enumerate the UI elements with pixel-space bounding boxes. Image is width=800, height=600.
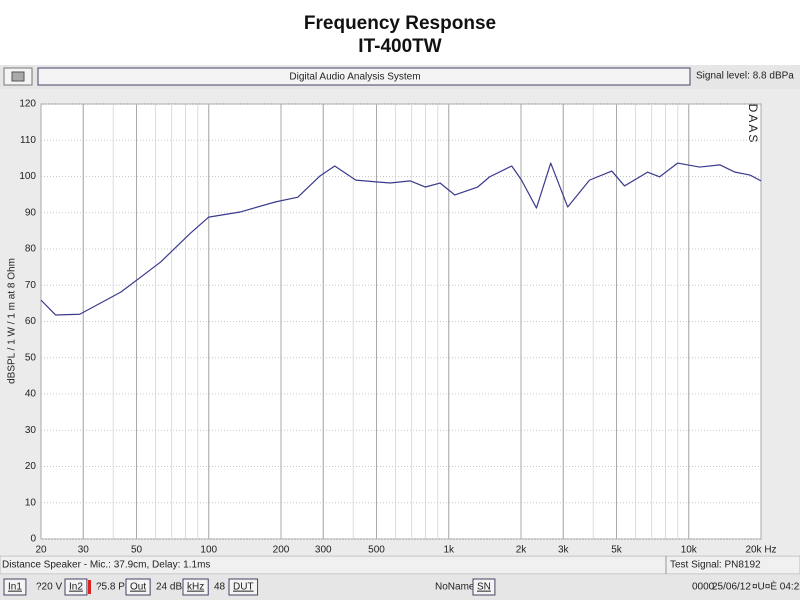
- y-tick-label: 70: [25, 280, 37, 291]
- x-tick-label: 50: [131, 545, 143, 556]
- toolbar-title-box: [37, 67, 691, 86]
- status-text: 24 dB: [156, 582, 182, 593]
- print-icon: [11, 71, 25, 82]
- x-tick-label: 300: [315, 545, 332, 556]
- y-tick-label: 30: [25, 425, 37, 436]
- status-text: 0000: [692, 582, 715, 593]
- distance-info: Distance Speaker - Mic.: 37.9cm, Delay: …: [2, 560, 210, 571]
- x-tick-label: 20k Hz: [745, 545, 776, 556]
- y-tick-label: 90: [25, 207, 37, 218]
- status-button-label: DUT: [233, 582, 254, 593]
- x-tick-label: 10k: [681, 545, 698, 556]
- y-tick-label: 40: [25, 389, 37, 400]
- y-tick-label: 0: [30, 534, 36, 545]
- x-tick-label: 1k: [443, 545, 455, 556]
- status-button[interactable]: [228, 578, 259, 596]
- series-line: [40, 162, 762, 316]
- x-tick-label: 200: [273, 545, 290, 556]
- status-button-label: In1: [8, 582, 22, 593]
- y-tick-label: 60: [25, 316, 37, 327]
- y-tick-label: 100: [19, 171, 36, 182]
- x-tick-label: 20: [35, 545, 47, 556]
- status-button-label: kHz: [187, 582, 204, 593]
- status-button[interactable]: [64, 578, 88, 596]
- status-button[interactable]: [3, 578, 27, 596]
- status-text: 48: [214, 582, 226, 593]
- watermark: DAAS: [746, 104, 760, 145]
- signal-level: Signal level: 8.8 dBPa: [696, 71, 794, 82]
- status-button-label: SN: [477, 582, 491, 593]
- y-tick-label: 80: [25, 244, 37, 255]
- status-button[interactable]: [472, 578, 496, 596]
- toolbar-title: Digital Audio Analysis System: [289, 72, 420, 83]
- level-indicator: [88, 580, 91, 594]
- info-bar: [0, 555, 800, 575]
- status-text: ¤U¤È 04:22: [752, 580, 800, 593]
- y-tick-label: 10: [25, 497, 37, 508]
- status-text: 25/06/12: [712, 582, 751, 593]
- y-tick-label: 20: [25, 461, 37, 472]
- y-tick-label: 50: [25, 352, 37, 363]
- y-tick-label: 110: [20, 135, 36, 146]
- status-button-label: In2: [69, 582, 83, 593]
- status-text: ?5.8 Pa: [96, 582, 131, 593]
- x-tick-label: 30: [78, 545, 90, 556]
- test-signal: Test Signal: PN8192: [670, 560, 761, 571]
- status-button-label: Out: [130, 582, 146, 593]
- x-tick-label: 500: [368, 545, 385, 556]
- x-tick-label: 100: [200, 545, 217, 556]
- chart-subtitle: IT-400TW: [358, 36, 441, 57]
- y-tick-label: 120: [19, 99, 36, 110]
- chart-title: Frequency Response: [304, 13, 496, 34]
- status-text: ?20 V: [36, 582, 62, 593]
- x-tick-label: 5k: [611, 545, 623, 556]
- y-axis-label: dBSPL / 1 W / 1 m at 8 Ohm: [7, 258, 18, 384]
- status-button[interactable]: [182, 578, 209, 596]
- x-tick-label: 3k: [558, 545, 570, 556]
- status-button[interactable]: [125, 578, 151, 596]
- status-text: NoName: [435, 582, 475, 593]
- x-tick-label: 2k: [516, 545, 528, 556]
